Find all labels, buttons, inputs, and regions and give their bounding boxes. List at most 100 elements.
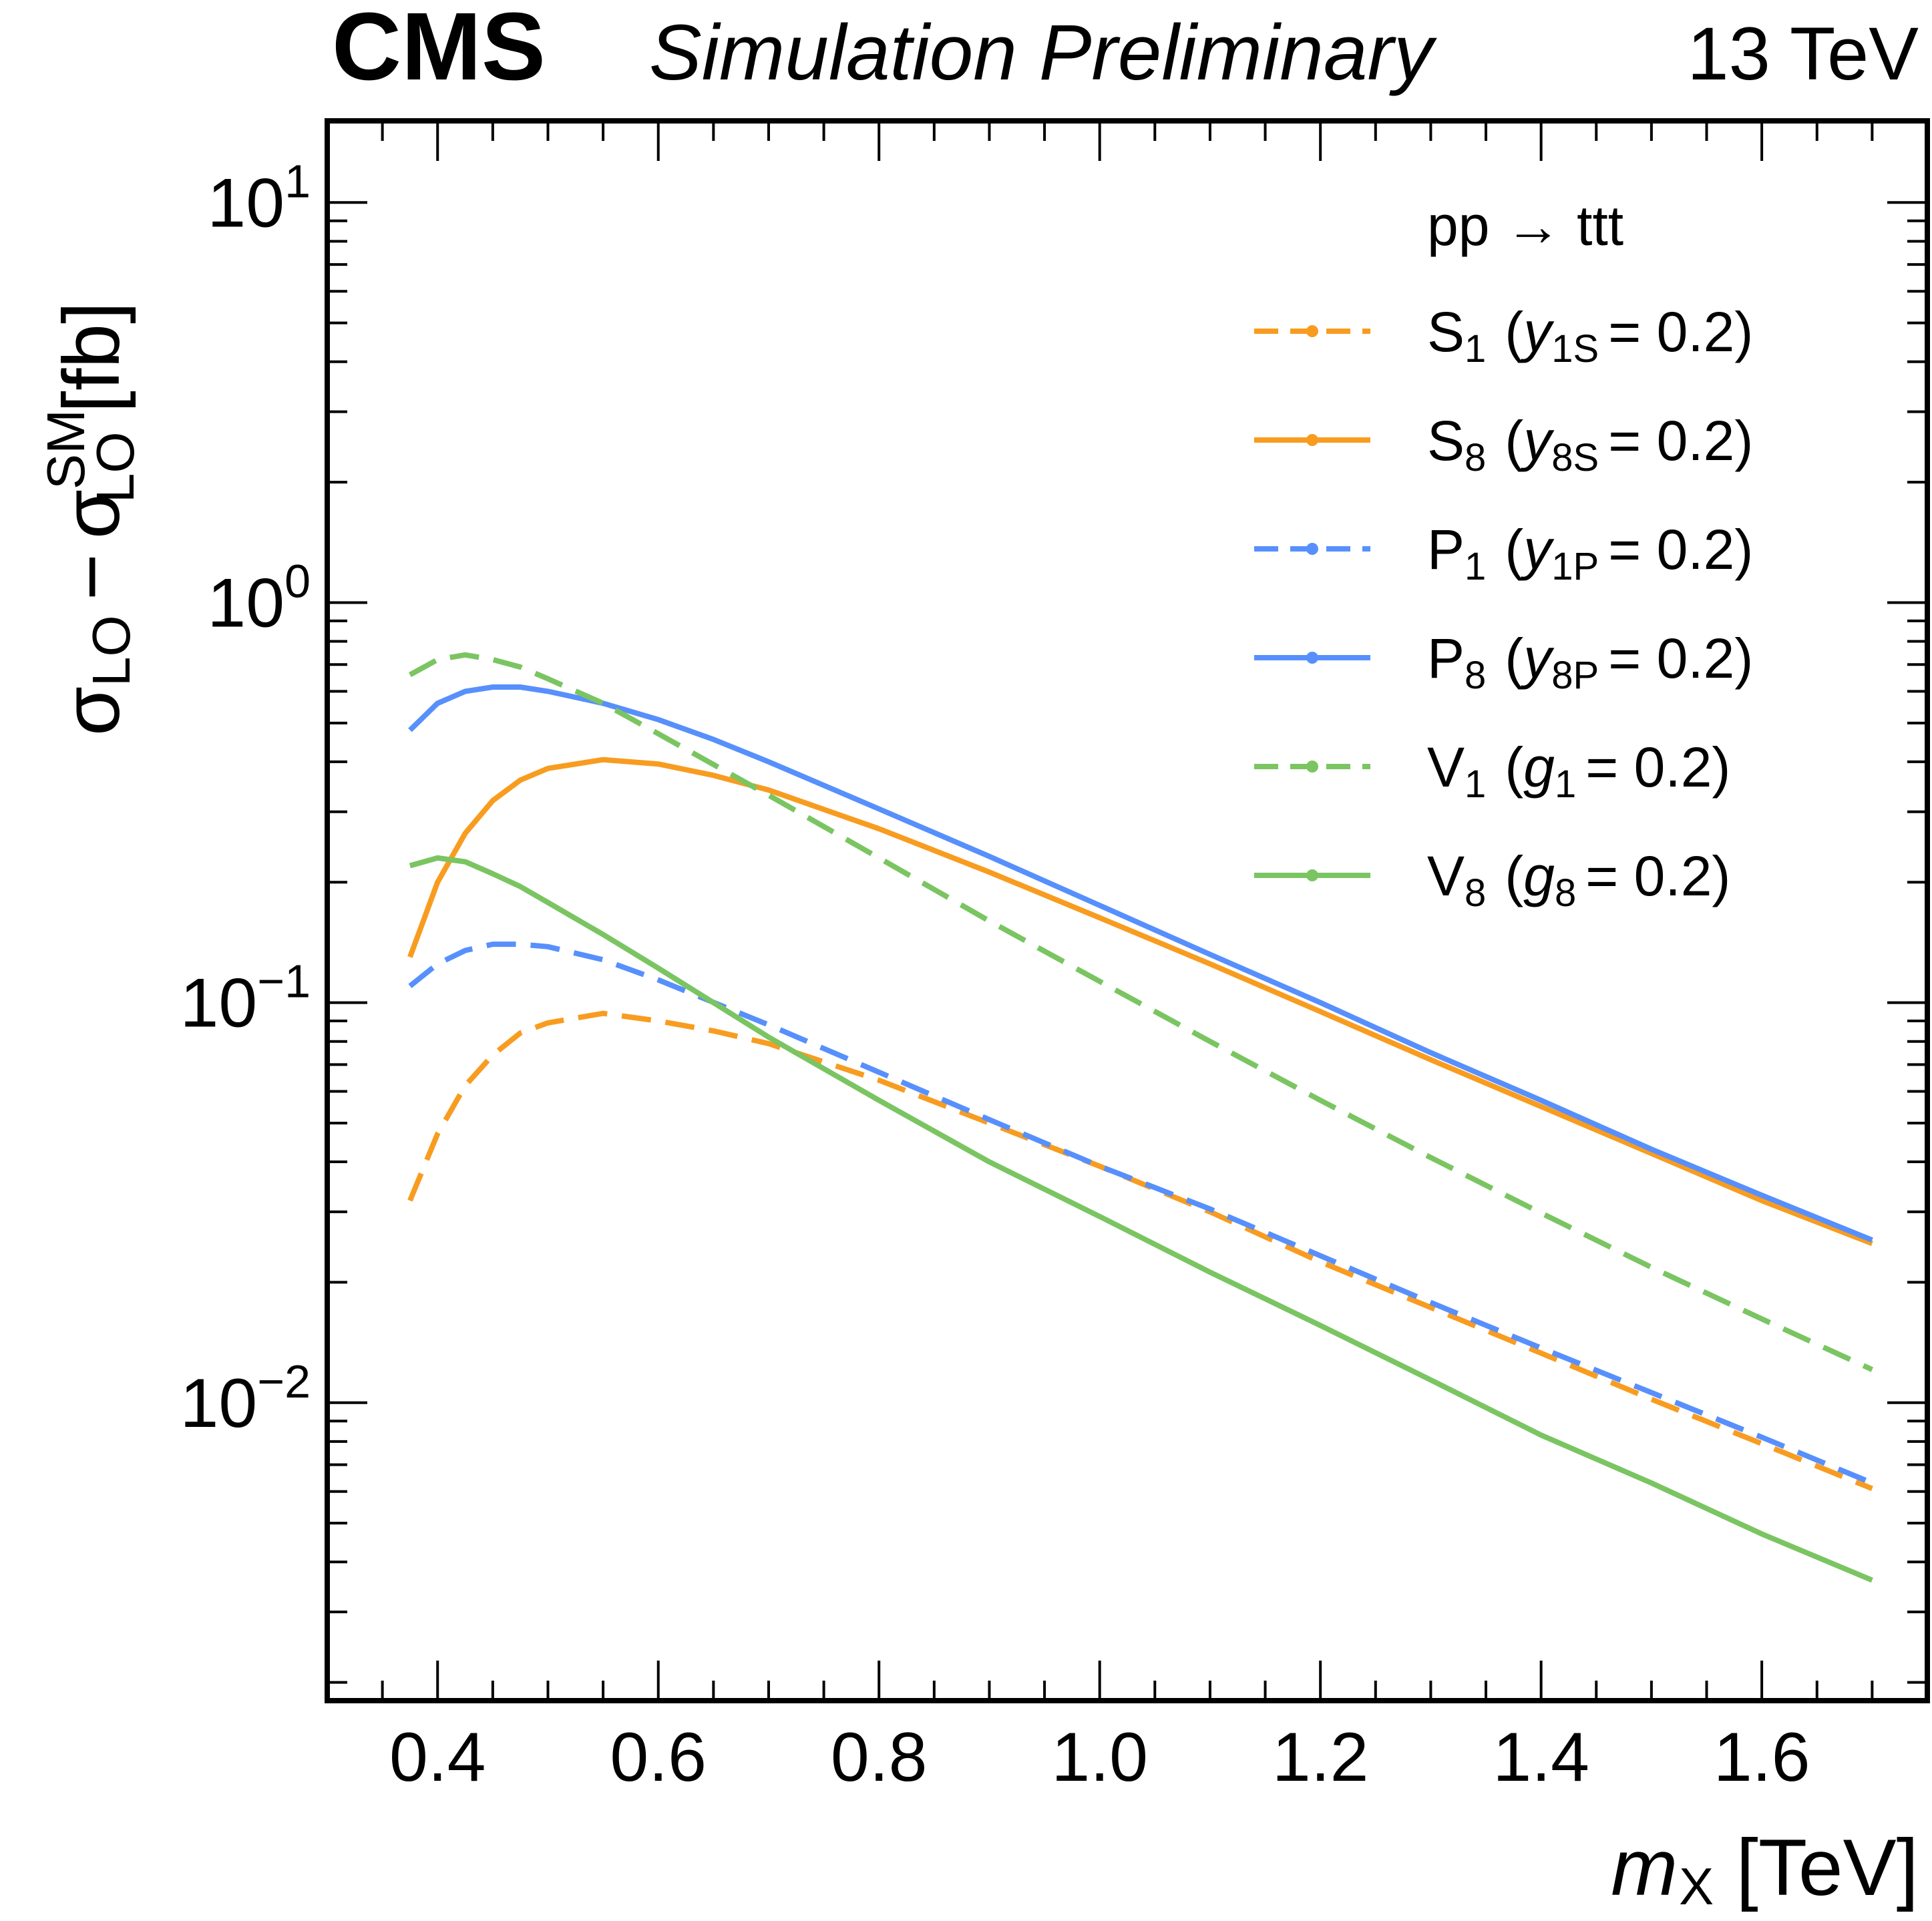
legend-marker-S8 [1306, 434, 1318, 446]
series-layer [407, 652, 1874, 1583]
series-line-V8 [409, 855, 1873, 1583]
legend-paren: ( [1505, 627, 1523, 690]
x-tick-label: 1.2 [1272, 1719, 1369, 1796]
legend-paren: ( [1505, 409, 1523, 472]
legend-paren: ( [1505, 518, 1523, 581]
y-axis-minus: − [47, 554, 136, 600]
y-tick-label-exp: 1 [284, 155, 311, 207]
legend-entry-S8: S8 (y8S = 0.2) [1254, 409, 1753, 479]
legend-value: = 0.2) [1585, 736, 1730, 799]
y-tick-label: 10−1 [180, 955, 311, 1042]
legend-entries: S1 (y1S = 0.2)S8 (y8S = 0.2)P1 (y1P = 0.2)P8 (y… [1254, 300, 1753, 915]
simulation-preliminary-label: Simulation Preliminary [649, 9, 1437, 97]
series-line-P8 [408, 684, 1873, 1243]
y-axis-sub2: LO [85, 431, 145, 503]
legend-label-V1: V1 (g1 = 0.2) [1427, 736, 1730, 806]
legend-particle-sub: 8 [1465, 654, 1486, 697]
legend-entry-V8: V8 (g8 = 0.2) [1254, 845, 1730, 915]
legend-coupling: y [1520, 518, 1555, 581]
legend-coupling: g [1523, 736, 1555, 799]
legend-marker-V1 [1306, 761, 1318, 773]
legend-entry-P8: P8 (y8P = 0.2) [1254, 627, 1753, 697]
x-axis-unit: [TeV] [1736, 1823, 1919, 1912]
legend-label-P8: P8 (y8P = 0.2) [1427, 627, 1753, 697]
legend-label-S8: S8 (y8S = 0.2) [1427, 409, 1753, 479]
legend-value: = 0.2) [1608, 300, 1753, 363]
legend-coupling-sub: 1S [1551, 327, 1599, 371]
legend-particle-sub: 1 [1465, 327, 1486, 371]
energy-label: 13 TeV [1687, 12, 1919, 95]
y-tick-label: 100 [207, 555, 311, 642]
y-tick-label-exp: −2 [257, 1355, 311, 1408]
legend-particle-sub: 1 [1465, 763, 1486, 806]
legend-particle-sub: 1 [1465, 545, 1486, 588]
legend-coupling: y [1520, 300, 1555, 363]
y-tick-label-base: 10 [180, 1365, 258, 1442]
x-tick-label: 1.6 [1714, 1719, 1810, 1796]
legend-marker-P1 [1306, 543, 1318, 555]
legend-coupling: g [1523, 845, 1555, 907]
legend-value: = 0.2) [1608, 518, 1753, 581]
legend-label-S1: S1 (y1S = 0.2) [1427, 300, 1753, 371]
y-axis-sigma1: σ [47, 686, 136, 736]
y-tick-label-base: 10 [180, 965, 258, 1042]
y-tick-label-base: 10 [207, 564, 284, 642]
y-tick-label-exp: −1 [257, 955, 311, 1008]
legend-coupling-sub: 1P [1551, 545, 1599, 588]
legend-particle: V [1427, 845, 1465, 907]
x-axis-sub: X [1679, 1857, 1714, 1916]
y-axis-title: σLO−σSMLO[fb] [36, 302, 145, 736]
legend-coupling: y [1520, 627, 1555, 690]
legend-particle-sub: 8 [1465, 436, 1486, 479]
legend-particle: P [1427, 627, 1465, 690]
legend-paren: ( [1505, 845, 1523, 907]
y-tick-label: 10−2 [180, 1355, 311, 1442]
x-axis-var: m [1611, 1823, 1678, 1912]
legend-coupling-sub: 8S [1551, 436, 1599, 479]
legend-coupling-sub: 1 [1555, 763, 1576, 806]
y-axis-sub1: LO [81, 615, 141, 686]
legend-value: = 0.2) [1585, 845, 1730, 907]
x-tick-label: 0.8 [831, 1719, 928, 1796]
x-axis-title: mX [TeV] [1611, 1823, 1919, 1916]
legend-label-V8: V8 (g8 = 0.2) [1427, 845, 1730, 915]
legend-coupling: y [1520, 409, 1555, 472]
legend-marker-V8 [1306, 869, 1318, 881]
x-tick-label: 1.0 [1051, 1719, 1148, 1796]
legend-value: = 0.2) [1608, 409, 1753, 472]
cms-label: CMS [332, 0, 546, 100]
series-line-S8 [407, 757, 1873, 1247]
legend-particle: S [1427, 409, 1465, 472]
legend-particle: S [1427, 300, 1465, 363]
legend-value: = 0.2) [1608, 627, 1753, 690]
legend-entry-S1: S1 (y1S = 0.2) [1254, 300, 1753, 371]
legend-entry-V1: V1 (g1 = 0.2) [1254, 736, 1730, 806]
legend-coupling-sub: 8 [1555, 871, 1576, 915]
y-axis-sup2: SM [36, 409, 95, 489]
plot-frame [325, 118, 1930, 1703]
series-line-P1 [408, 941, 1873, 1486]
x-axis-unit-space [1714, 1823, 1736, 1912]
legend-marker-P8 [1306, 652, 1318, 664]
y-axis-sigma2: σ [47, 489, 136, 539]
legend-particle: V [1427, 736, 1465, 799]
legend-label-P1: P1 (y1P = 0.2) [1427, 518, 1753, 588]
legend-header: pp → ttt [1427, 194, 1623, 257]
legend-particle-sub: 8 [1465, 871, 1486, 915]
axis-ticks [326, 121, 1929, 1701]
x-tick-label: 0.4 [389, 1719, 486, 1796]
y-tick-label-base: 10 [207, 164, 284, 242]
legend-coupling-sub: 8P [1551, 654, 1599, 697]
series-line-S1 [407, 1010, 1873, 1492]
legend-marker-S1 [1306, 325, 1318, 337]
y-axis-unit: [fb] [47, 302, 136, 413]
y-tick-label: 101 [207, 155, 311, 242]
legend-entry-P1: P1 (y1P = 0.2) [1254, 518, 1753, 588]
y-tick-label-exp: 0 [284, 555, 311, 607]
x-tick-label: 0.6 [610, 1719, 707, 1796]
legend-paren: ( [1505, 736, 1523, 799]
x-tick-label: 1.4 [1493, 1719, 1589, 1796]
legend-paren: ( [1505, 300, 1523, 363]
